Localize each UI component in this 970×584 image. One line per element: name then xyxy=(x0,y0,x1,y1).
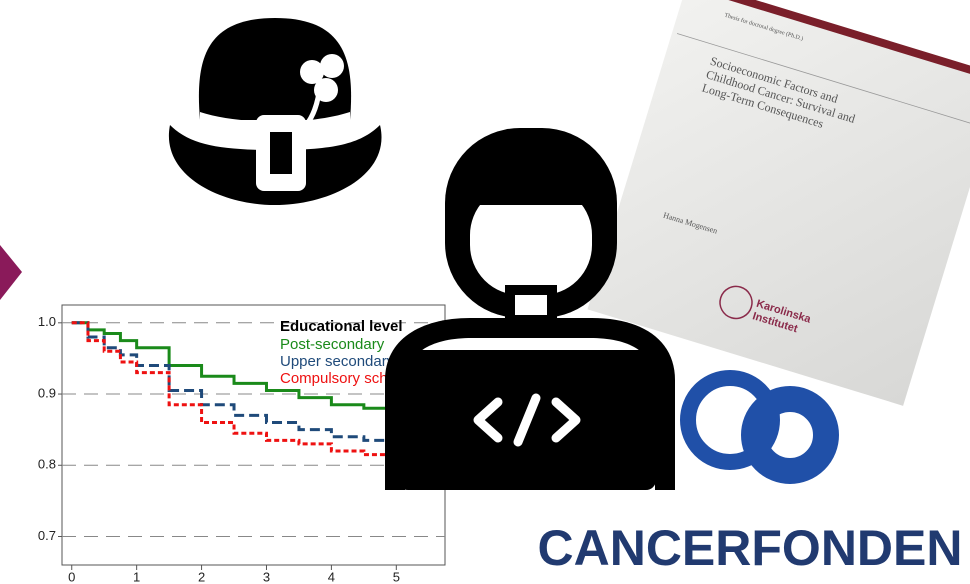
x-tick-label: 1 xyxy=(133,569,140,584)
y-tick-label: 0.8 xyxy=(38,457,56,472)
x-tick-label: 2 xyxy=(198,569,205,584)
collage: Thesis for doctoral degree (Ph.D.) Socio… xyxy=(0,0,970,584)
x-tick-label: 3 xyxy=(263,569,270,584)
x-tick-label: 0 xyxy=(68,569,75,584)
y-tick-label: 1.0 xyxy=(38,314,56,329)
legend-entry: Post-secondary xyxy=(280,336,385,353)
logo-text: CANCERFONDEN xyxy=(538,520,963,576)
legend-entry: Upper secondary xyxy=(280,353,395,370)
arrow-marker xyxy=(0,245,22,300)
legend-title: Educational level xyxy=(280,318,403,335)
y-tick-label: 0.7 xyxy=(38,528,56,543)
y-tick-label: 0.9 xyxy=(38,385,56,400)
x-tick-label: 5 xyxy=(393,569,400,584)
x-tick-label: 4 xyxy=(328,569,335,584)
hat-icon xyxy=(169,18,382,205)
